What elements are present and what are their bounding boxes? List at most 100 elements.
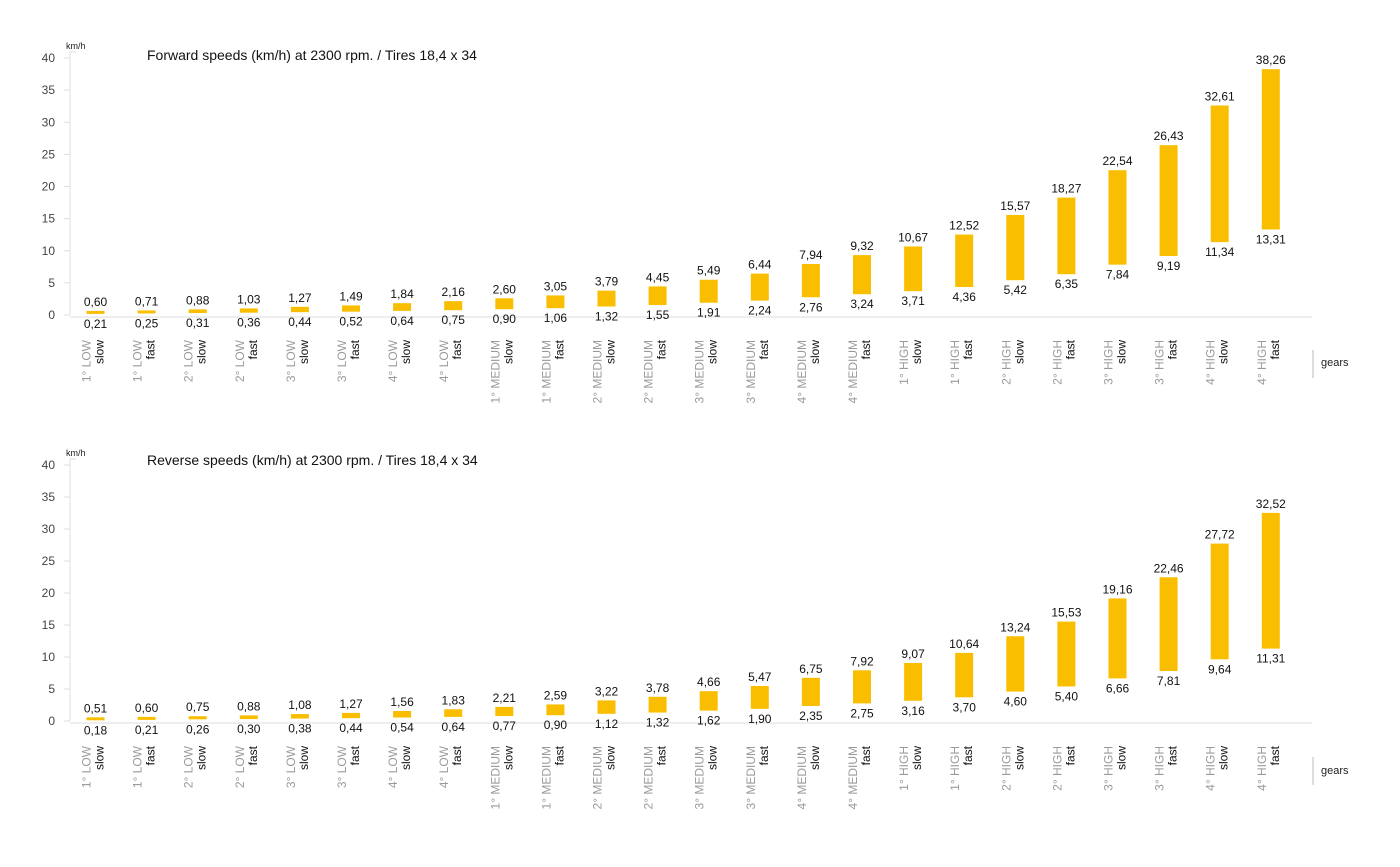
category-gear-label: 2° HIGH — [999, 746, 1013, 791]
bar-high-label: 19,16 — [1102, 582, 1132, 596]
bar-high-label: 0,88 — [186, 293, 210, 307]
bar-high-label: 1,83 — [442, 693, 466, 707]
bar-low-label: 0,44 — [288, 315, 312, 329]
category-speed-label: fast — [1166, 745, 1180, 765]
bar — [853, 670, 871, 704]
category-gear-label: 3° MEDIUM — [693, 340, 707, 403]
category-speed-label: fast — [246, 339, 260, 359]
category-gear-label: 4° MEDIUM — [846, 340, 860, 403]
bar — [188, 309, 207, 314]
chart-reverse: Reverse speeds (km/h) at 2300 rpm. / Tir… — [42, 448, 1349, 809]
category-gear-label: 2° LOW — [182, 339, 196, 382]
category-gear-label: 3° HIGH — [1102, 340, 1116, 385]
category-gear-label: 3° LOW — [335, 339, 349, 382]
bar — [853, 255, 871, 295]
bar-low-label: 3,16 — [901, 704, 925, 718]
bar-high-label: 3,79 — [595, 275, 619, 289]
y-unit-label: km/h — [66, 41, 86, 51]
category-gear-label: 1° LOW — [80, 745, 94, 788]
category-speed-label: slow — [1012, 340, 1026, 364]
bar-low-label: 9,64 — [1208, 662, 1232, 676]
bar-high-label: 26,43 — [1154, 129, 1184, 143]
bar-low-label: 2,35 — [799, 709, 823, 723]
bar-low-label: 2,75 — [850, 706, 874, 720]
bar-high-label: 10,67 — [898, 230, 928, 244]
bar-low-label: 4,36 — [953, 290, 977, 304]
bar — [648, 286, 667, 306]
bar-high-label: 22,54 — [1102, 154, 1132, 168]
bar-low-label: 6,35 — [1055, 277, 1079, 291]
category-gear-label: 3° HIGH — [1153, 746, 1167, 791]
bar — [495, 706, 514, 717]
bar — [137, 310, 156, 314]
category-gear-label: 4° MEDIUM — [795, 746, 809, 809]
category-gear-label: 2° HIGH — [999, 340, 1013, 385]
bar — [342, 305, 360, 312]
y-tick-label: 25 — [42, 147, 56, 161]
category-speed-label: fast — [348, 339, 362, 359]
bar-high-label: 1,84 — [390, 287, 414, 301]
y-tick-label: 0 — [48, 308, 55, 322]
bar — [801, 263, 820, 298]
bar-high-label: 1,27 — [339, 697, 363, 711]
bar — [495, 298, 514, 310]
bar-high-label: 1,49 — [339, 289, 363, 303]
bar-high-label: 1,27 — [288, 291, 312, 305]
bar-high-label: 5,47 — [748, 670, 772, 684]
category-speed-label: slow — [1012, 746, 1026, 770]
bar-low-label: 0,54 — [390, 721, 414, 735]
bar-high-label: 9,32 — [850, 239, 874, 253]
category-gear-label: 4° LOW — [386, 339, 400, 382]
category-gear-label: 1° MEDIUM — [539, 746, 553, 809]
bar — [699, 691, 718, 711]
category-speed-label: slow — [399, 746, 413, 770]
bar — [444, 301, 463, 311]
bar-high-label: 3,05 — [544, 279, 568, 293]
category-speed-label: slow — [1217, 340, 1231, 364]
category-speed-label: fast — [757, 745, 771, 765]
bar-high-label: 2,60 — [493, 282, 517, 296]
bar-high-label: 0,75 — [186, 700, 210, 714]
bar-low-label: 1,06 — [544, 311, 568, 325]
category-speed-label: fast — [450, 745, 464, 765]
bar-low-label: 11,31 — [1256, 652, 1285, 666]
category-gear-label: 2° MEDIUM — [642, 746, 656, 809]
bar — [1210, 105, 1229, 243]
category-gear-label: 2° LOW — [233, 339, 247, 382]
category-speed-label: fast — [655, 745, 669, 765]
category-gear-label: 2° MEDIUM — [591, 746, 605, 809]
category-speed-label: slow — [604, 340, 618, 364]
y-tick-label: 10 — [42, 244, 56, 258]
bar-high-label: 12,52 — [949, 219, 979, 233]
category-speed-label: fast — [1063, 745, 1077, 765]
category-speed-label: fast — [757, 339, 771, 359]
y-tick-label: 0 — [48, 714, 55, 728]
bar — [1006, 636, 1025, 692]
category-gear-label: 3° MEDIUM — [693, 746, 707, 809]
y-tick-label: 5 — [48, 276, 55, 290]
category-speed-label: slow — [93, 746, 107, 770]
bar-high-label: 3,78 — [646, 681, 670, 695]
bar-high-label: 1,03 — [237, 292, 261, 306]
bar — [1261, 69, 1280, 230]
bar-high-label: 1,08 — [288, 698, 312, 712]
category-speed-label: slow — [1115, 340, 1129, 364]
y-tick-label: 40 — [42, 458, 56, 472]
bar — [1159, 577, 1178, 672]
bar-high-label: 6,44 — [748, 258, 772, 272]
bar-high-label: 0,60 — [135, 701, 159, 715]
bar-high-label: 2,16 — [442, 285, 466, 299]
category-gear-label: 1° LOW — [131, 745, 145, 788]
category-gear-label: 4° HIGH — [1204, 340, 1218, 385]
bar-low-label: 1,62 — [697, 714, 721, 728]
bar-low-label: 0,21 — [135, 723, 159, 737]
bar-low-label: 2,76 — [799, 300, 823, 314]
bar — [597, 290, 616, 307]
bar-low-label: 0,18 — [84, 723, 108, 737]
category-gear-label: 1° LOW — [80, 339, 94, 382]
bar-low-label: 0,31 — [186, 316, 210, 330]
y-tick-label: 40 — [42, 51, 56, 65]
y-tick-label: 35 — [42, 490, 56, 504]
category-gear-label: 4° HIGH — [1255, 746, 1269, 791]
